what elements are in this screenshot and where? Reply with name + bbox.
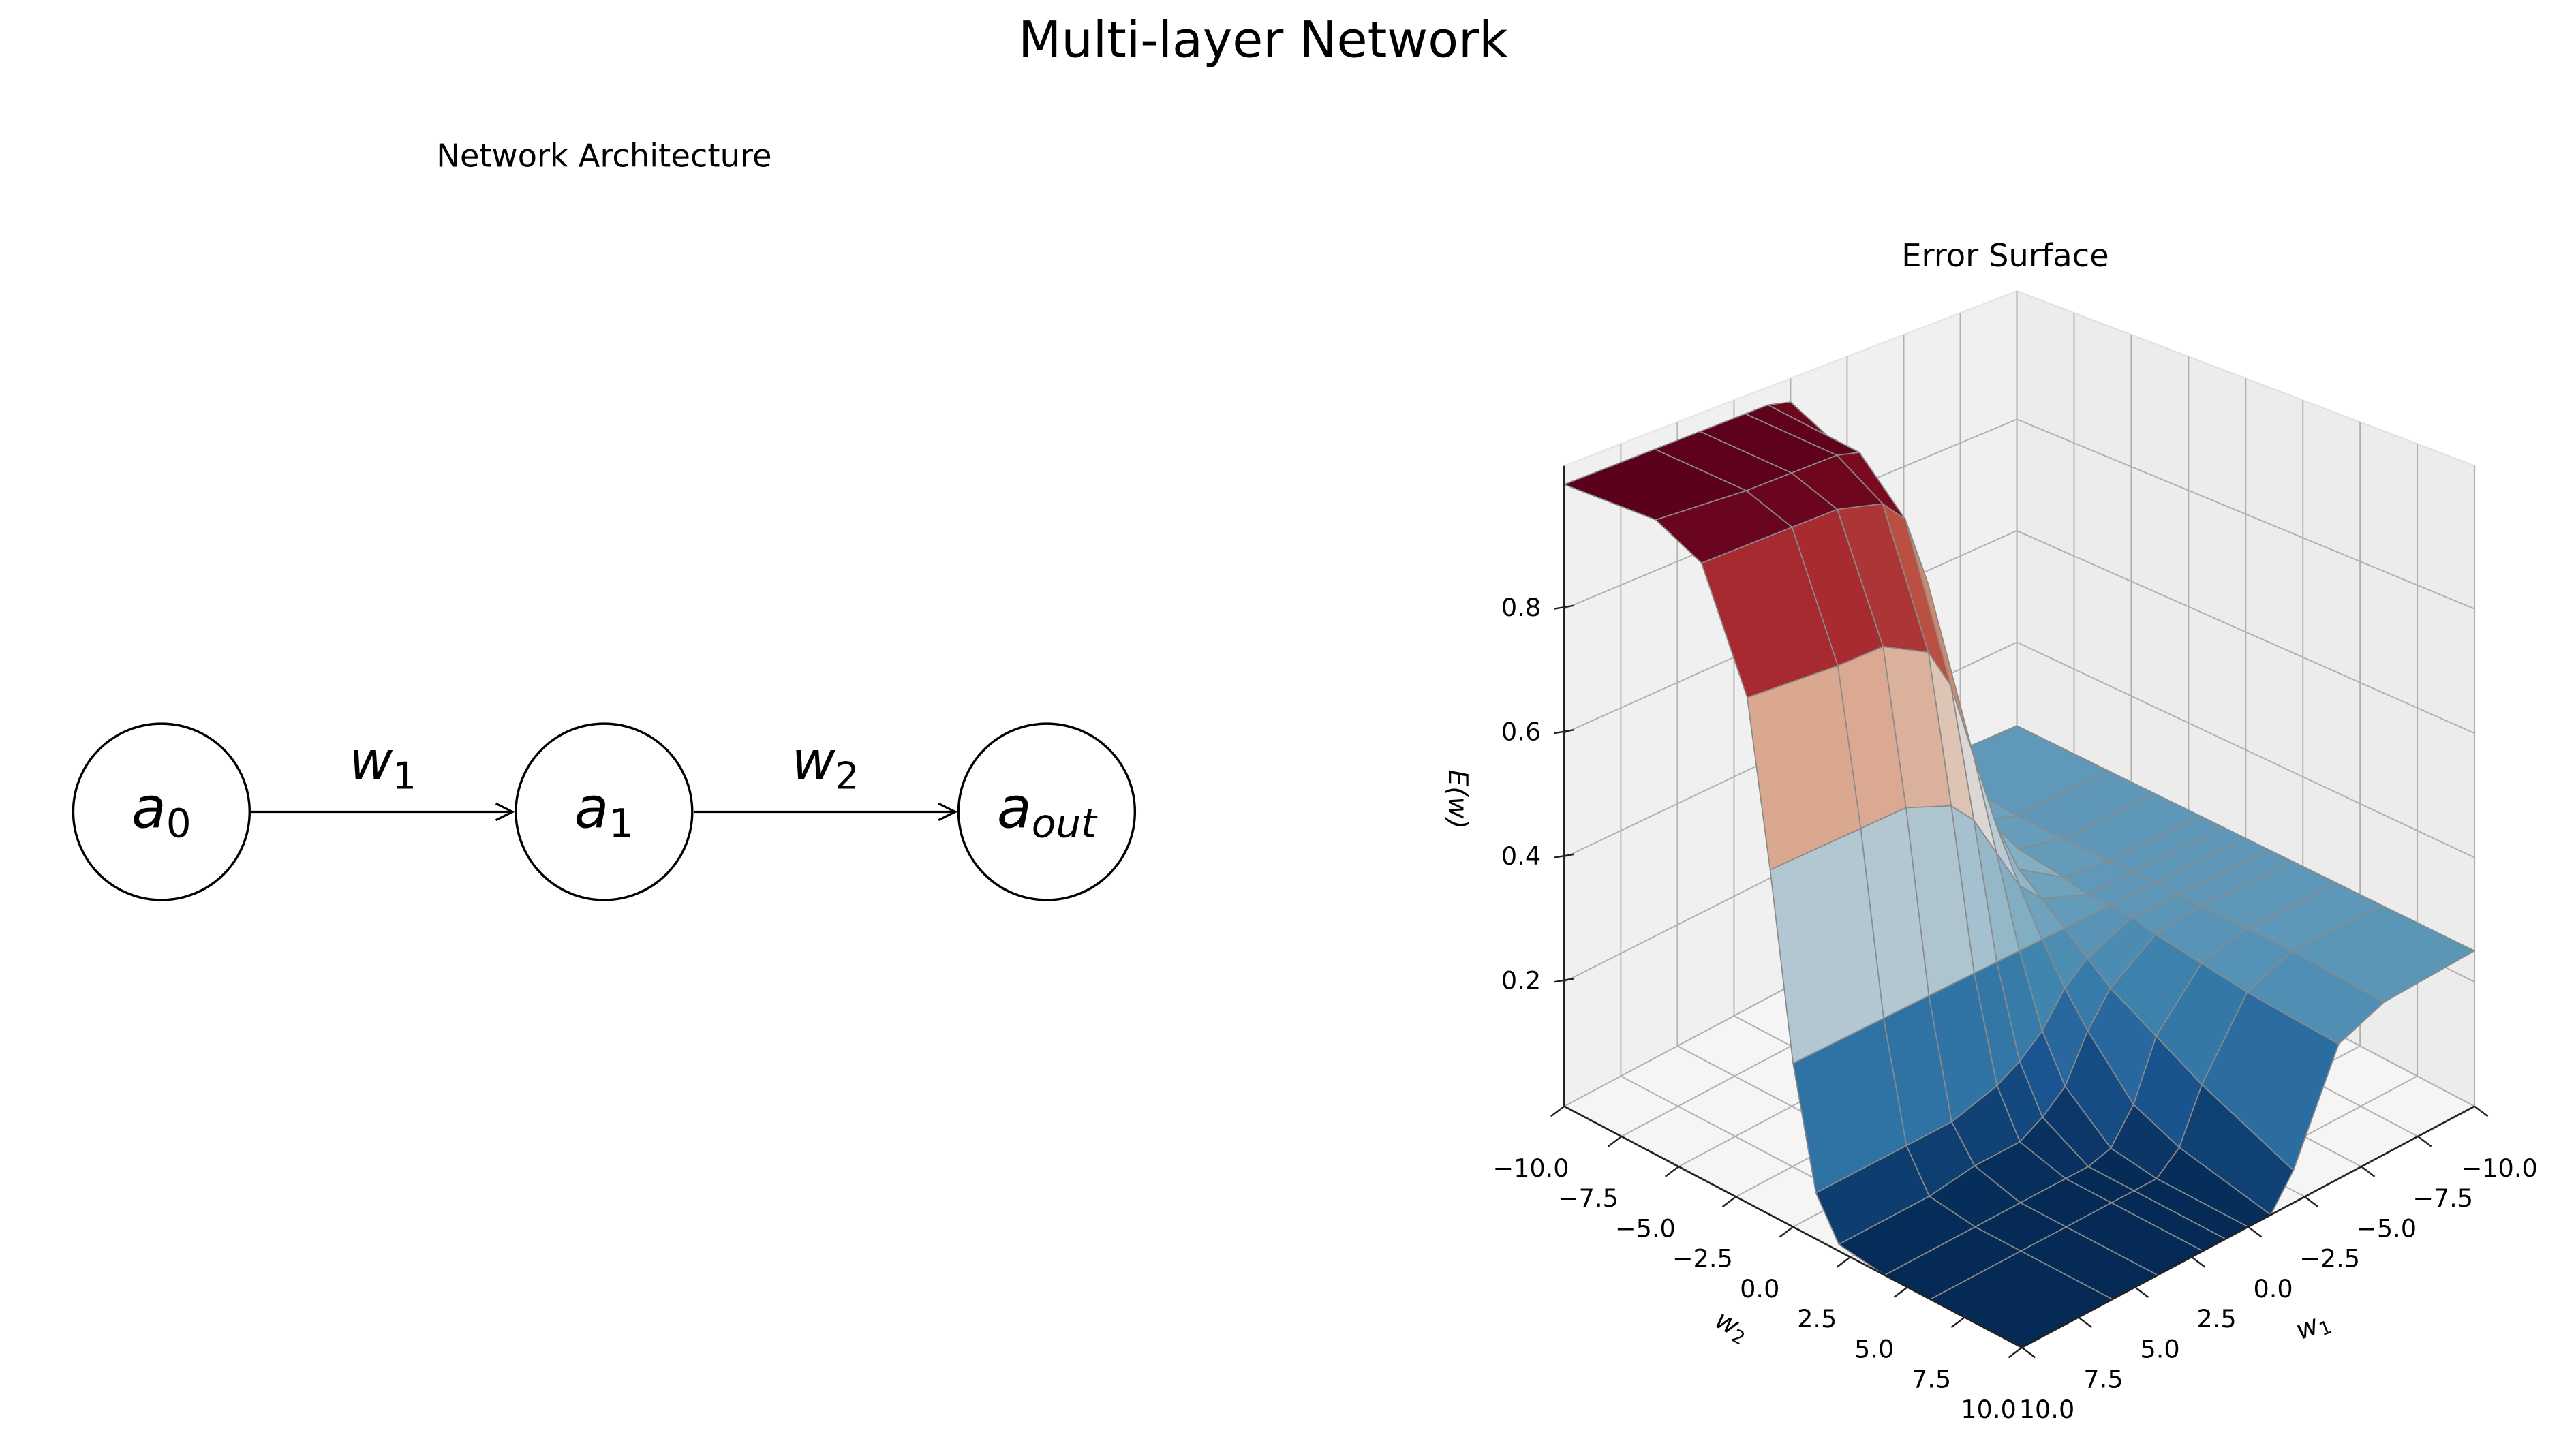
z-tick [1554,853,1575,858]
z-tick [1554,729,1575,734]
x-tick [2248,1226,2263,1238]
z-axis-label: E(w) [1442,770,1473,829]
chart-title: Error Surface [1901,237,2109,274]
edge-label-base: w [792,731,835,793]
node-label: a1 [574,775,634,846]
x-tick-label: 7.5 [2083,1365,2123,1394]
node-label-base: a [132,775,166,841]
y-tick-label: 7.5 [1912,1365,1951,1394]
y-tick [1721,1196,1736,1208]
edge-label: w1 [349,731,416,798]
x-tick [2134,1286,2149,1298]
node-label: a0 [132,775,191,846]
x-tick-label: 10.0 [2019,1395,2075,1424]
node-label-subscript: 0 [166,800,191,846]
x-tick-label: −7.5 [2412,1183,2473,1213]
x-tick-label: 0.0 [2253,1274,2293,1303]
x-tick [2191,1256,2206,1268]
x-tick-label: 2.5 [2196,1304,2236,1333]
y-tick [1950,1316,1965,1329]
edge-label-subscript: 2 [835,754,859,798]
node [957,722,1137,901]
grid-line [2017,641,2475,858]
y-tick [1836,1256,1851,1268]
edge-label-base: w [349,731,393,793]
y-tick [1893,1286,1908,1298]
z-tick-label: 0.6 [1501,717,1541,747]
node-label: aout [997,775,1098,846]
x-tick-label: 5.0 [2140,1334,2179,1363]
y-tick-label: 0.0 [1740,1274,1779,1303]
x-tick [2417,1135,2432,1147]
z-tick [1554,978,1575,983]
y-tick-label: −5.0 [1615,1213,1676,1243]
y-tick [2008,1346,2023,1359]
x-tick-label: −10.0 [2462,1154,2538,1183]
axes: −10.0−7.5−5.0−2.50.02.55.07.510.0−10.0−7… [1442,465,2538,1424]
x-tick [2304,1196,2319,1208]
y-tick-label: 2.5 [1797,1304,1837,1333]
diagram-title: Network Architecture [436,137,771,174]
y-tick-label: 5.0 [1854,1334,1894,1363]
edge-label-subscript: 1 [393,754,416,798]
x-tick [2361,1166,2376,1177]
y-tick [1664,1166,1679,1177]
edge-label: w2 [792,731,859,798]
x-tick-label: −5.0 [2356,1213,2417,1243]
z-tick-label: 0.8 [1501,593,1541,622]
y-tick [1608,1135,1623,1147]
y-tick-label: 10.0 [1961,1395,2017,1424]
z-tick-label: 0.2 [1501,966,1541,995]
y-tick [1550,1105,1565,1117]
grid-line [2017,530,2475,734]
x-tick [2474,1105,2489,1117]
node-label-base: a [574,775,609,841]
z-tick [1554,604,1575,610]
node-label-subscript: 1 [609,800,634,846]
y-axis-label: w2 [1709,1304,1754,1349]
surface [1563,401,2475,1348]
y-tick-label: −2.5 [1672,1244,1733,1273]
node-label-base: a [997,775,1032,841]
node [72,722,251,901]
x-tick [2021,1346,2036,1359]
x-axis-label: w1 [2291,1305,2335,1348]
z-tick-label: 0.4 [1501,841,1541,871]
y-tick-label: −7.5 [1558,1183,1619,1213]
figure-title: Multi-layer Network [1018,12,1508,69]
node-label-subscript: out [1032,800,1098,846]
x-tick [2078,1316,2093,1329]
x-tick-label: −2.5 [2299,1244,2360,1273]
y-tick [1779,1226,1794,1238]
grid-line [2017,418,2475,610]
y-tick-label: −10.0 [1492,1154,1569,1183]
node [515,722,694,901]
